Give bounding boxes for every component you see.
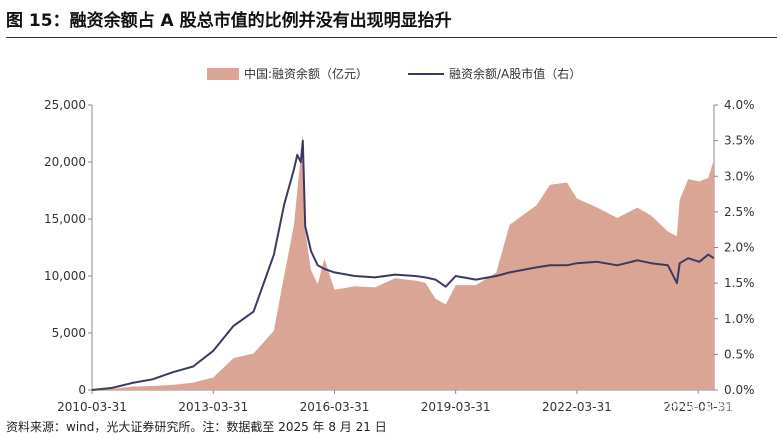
series-area-financing-balance <box>92 133 714 390</box>
chart-marks <box>91 133 715 391</box>
y-tick-label: 15,000 <box>44 212 86 226</box>
y2-tick-label: 1.5% <box>724 276 755 290</box>
figure-title: 图 15：融资余额占 A 股总市值的比例并没有出现明显抬升 <box>6 11 452 31</box>
series-line-ratio <box>91 139 715 391</box>
y2-tick-label: 0.0% <box>724 383 755 397</box>
y2-tick-label: 2.5% <box>724 205 755 219</box>
y-tick-label: 0 <box>78 383 86 397</box>
x-tick-label: 2025-03-31 <box>663 400 733 414</box>
y-tick-label: 20,000 <box>44 155 86 169</box>
y2-tick-label: 0.5% <box>724 347 755 361</box>
x-tick-label: 2022-03-31 <box>542 400 612 414</box>
x-tick-label: 2016-03-31 <box>300 400 370 414</box>
x-tick-label: 2010-03-31 <box>57 400 127 414</box>
legend-label-line: 融资余额/A股市值（右） <box>449 66 581 81</box>
legend-swatch-area <box>207 68 239 80</box>
y-tick-label: 25,000 <box>44 98 86 112</box>
x-tick-label: 2019-03-31 <box>421 400 491 414</box>
y-tick-label: 10,000 <box>44 269 86 283</box>
y2-tick-label: 3.0% <box>724 169 755 183</box>
y-tick-label: 5,000 <box>52 326 86 340</box>
title-divider <box>6 37 777 38</box>
y2-tick-label: 3.5% <box>724 134 755 148</box>
y2-tick-label: 1.0% <box>724 312 755 326</box>
x-tick-label: 2013-03-31 <box>178 400 248 414</box>
y2-tick-label: 4.0% <box>724 98 755 112</box>
chart-legend: 中国:融资余额（亿元） 融资余额/A股市值（右） <box>207 66 581 81</box>
watermark-text: 知乎 @光斗量化 <box>620 399 753 419</box>
y2-tick-label: 2.0% <box>724 241 755 255</box>
source-note: 资料来源：wind，光大证券研究所。注：数据截至 2025 年 8 月 21 日 <box>6 420 387 434</box>
legend-label-area: 中国:融资余额（亿元） <box>244 66 368 81</box>
